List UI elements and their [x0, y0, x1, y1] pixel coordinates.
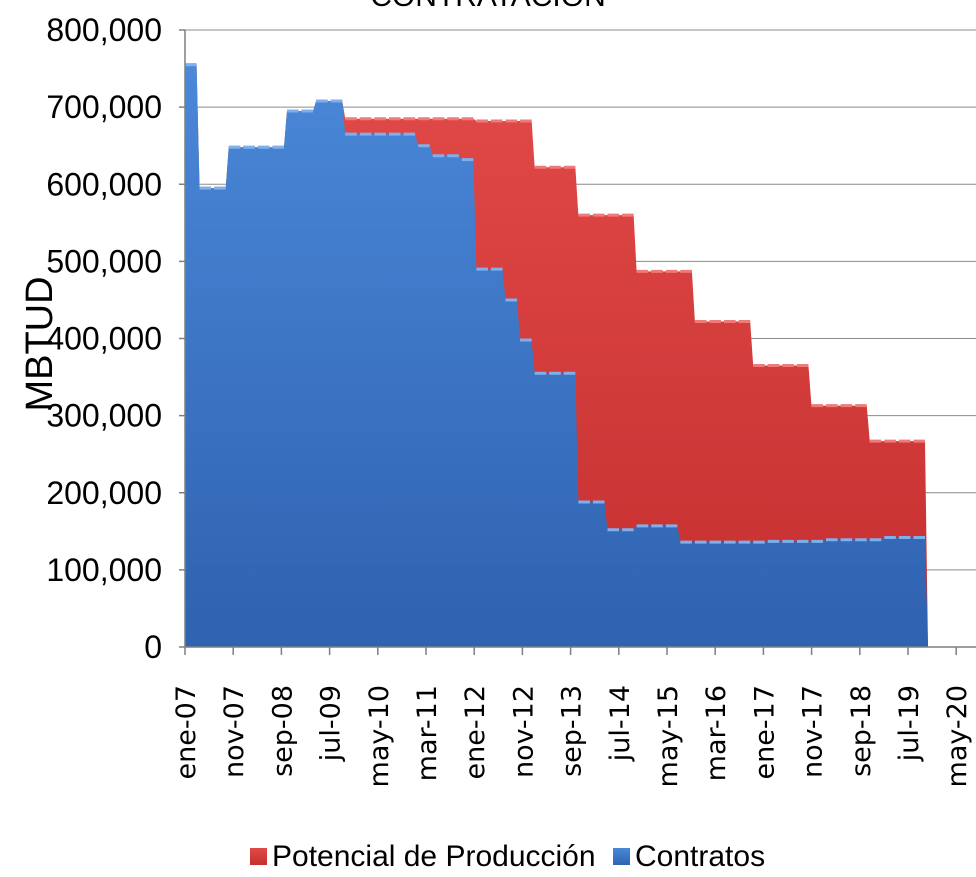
legend-swatch: [250, 848, 267, 865]
y-axis-title: MBTUD: [19, 276, 61, 411]
x-tick-label: nov-17: [798, 685, 829, 778]
x-tick-label: may-15: [653, 685, 684, 787]
y-tick-label: 600,000: [46, 166, 162, 202]
y-tick-label: 100,000: [46, 552, 162, 588]
x-tick-label: nov-07: [219, 685, 250, 778]
x-tick-label: ene-12: [460, 685, 491, 779]
y-tick-label: 0: [144, 629, 162, 665]
x-tick-label: sep-13: [557, 685, 588, 777]
x-tick-label: jul-19: [894, 685, 925, 762]
legend-swatch: [613, 848, 630, 865]
y-tick-labels: 0 100,000 200,000 300,000 400,000 500,000 600,…: [46, 12, 162, 665]
x-tick-label: nov-12: [508, 685, 539, 778]
legend: Potencial de Producción Contratos: [250, 840, 765, 873]
x-tick-label: sep-08: [267, 685, 298, 777]
legend-label: Potencial de Producción: [272, 840, 596, 873]
legend-label: Contratos: [635, 840, 765, 873]
x-tick-label: mar-16: [701, 685, 732, 781]
series-top-edge: [185, 63, 925, 544]
y-tick-label: 200,000: [46, 475, 162, 511]
x-tick-label: ene-07: [171, 685, 202, 779]
axes: [179, 29, 976, 655]
y-tick-label: 700,000: [46, 89, 162, 125]
chart-title: CONTRATACIÓN: [370, 0, 606, 13]
x-tick-label: jul-14: [605, 685, 636, 762]
y-tick-label: 500,000: [46, 243, 162, 279]
y-tick-label: 300,000: [46, 398, 162, 434]
y-tick-label: 400,000: [46, 321, 162, 357]
series-area-contratos: [185, 64, 928, 648]
x-tick-labels: ene-07 nov-07 sep-08 jul-09 may-10 mar-11 ene-…: [171, 685, 973, 787]
x-tick-label: mar-11: [412, 685, 443, 781]
series-areas: [185, 63, 928, 648]
y-tick-label: 800,000: [46, 12, 162, 48]
x-tick-label: may-10: [364, 685, 395, 787]
x-tick-label: jul-09: [316, 685, 347, 762]
x-tick-label: may-20: [942, 685, 973, 787]
x-tick-label: ene-17: [749, 685, 780, 779]
x-tick-label: sep-18: [846, 685, 877, 777]
